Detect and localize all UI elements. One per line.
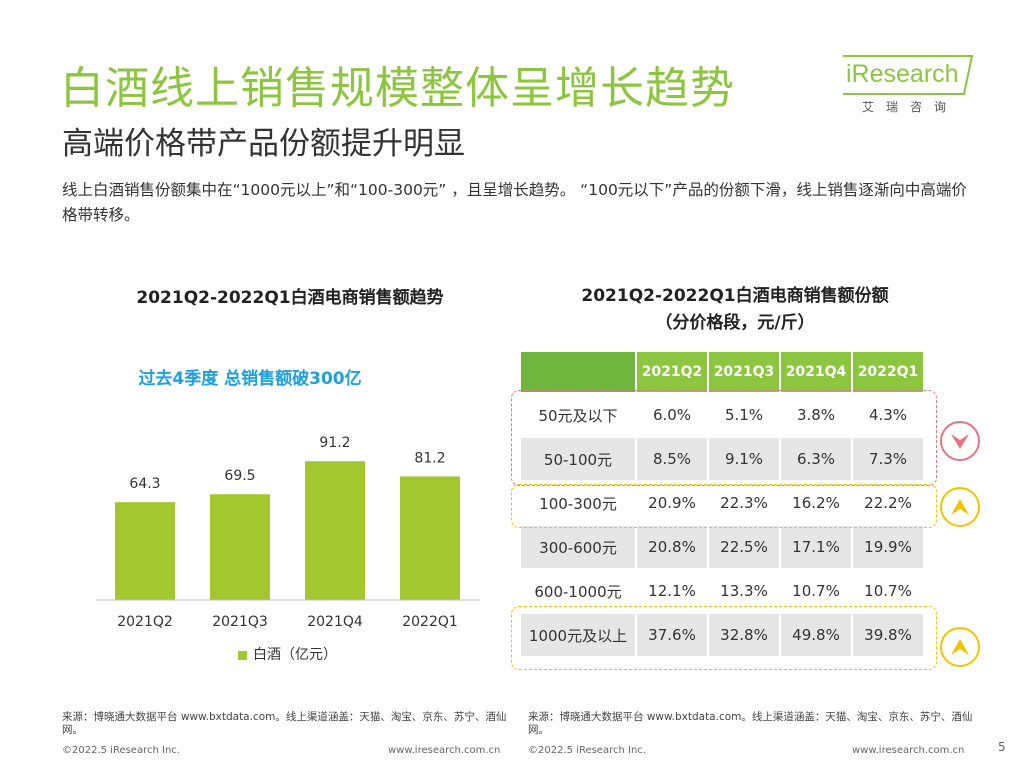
bar-2021Q4 xyxy=(305,461,365,600)
table-cell: 39.8% xyxy=(853,614,923,656)
table-cell: 22.2% xyxy=(853,482,923,524)
col-header: 2021Q2 xyxy=(637,352,707,392)
logo-subtext: 艾瑞咨询 xyxy=(862,100,959,114)
table-cell: 20.9% xyxy=(637,482,707,524)
legend-swatch xyxy=(238,650,247,660)
share-table-title-line2: （分价格段，元/斤） xyxy=(655,313,815,333)
share-table-title-line1: 2021Q2-2022Q1白酒电商销售额份额 xyxy=(581,286,889,306)
bar-chart: 64.3 2021Q2 69.5 2021Q3 91.2 2021Q4 81.2 2022Q1 xyxy=(96,435,480,630)
table-cell: 49.8% xyxy=(781,614,851,656)
source-note-right: 来源：博晓通大数据平台 www.bxtdata.com。线上渠道涵盖：天猫、淘宝… xyxy=(528,711,973,736)
table-row: 600-1000元 12.1% 13.3% 10.7% 10.7% xyxy=(521,570,923,612)
table-cell: 9.1% xyxy=(709,438,779,480)
col-header: 2021Q4 xyxy=(781,352,851,392)
table-cell: 6.3% xyxy=(781,438,851,480)
table-row: 50元及以下 6.0% 5.1% 3.8% 4.3% xyxy=(521,394,923,436)
trend-up-icon xyxy=(940,627,980,667)
logo-text: iResearch xyxy=(846,60,959,88)
row-category: 100-300元 xyxy=(521,482,635,524)
website-link-left[interactable]: www.iresearch.com.cn xyxy=(388,745,501,756)
copyright-right: ©2022.5 iResearch Inc. xyxy=(528,745,646,756)
col-header: 2021Q3 xyxy=(709,352,779,392)
row-category: 50-100元 xyxy=(521,438,635,480)
copyright-left: ©2022.5 iResearch Inc. xyxy=(62,745,180,756)
table-cell: 22.5% xyxy=(709,526,779,568)
bar-value-label: 69.5 xyxy=(224,468,255,484)
table-cell: 8.5% xyxy=(637,438,707,480)
row-category: 600-1000元 xyxy=(521,570,635,612)
bar-value-label: 64.3 xyxy=(129,476,160,492)
x-tick-label: 2021Q4 xyxy=(307,614,363,630)
table-cell: 22.3% xyxy=(709,482,779,524)
table-cell: 3.8% xyxy=(781,394,851,436)
table-row: 50-100元 8.5% 9.1% 6.3% 7.3% xyxy=(521,438,923,480)
table-cell: 10.7% xyxy=(781,570,851,612)
growth-highlight-box xyxy=(511,484,937,528)
row-category: 1000元及以上 xyxy=(521,614,635,656)
trend-down-icon xyxy=(940,421,980,461)
page-subtitle: 高端价格带产品份额提升明显 xyxy=(62,126,465,162)
bar-2021Q3 xyxy=(210,494,270,600)
table-cell: 5.1% xyxy=(709,394,779,436)
row-category: 300-600元 xyxy=(521,526,635,568)
table-header-row: 2021Q2 2021Q3 2021Q4 2022Q1 xyxy=(521,352,923,392)
source-note-left: 来源：博晓通大数据平台 www.bxtdata.com。线上渠道涵盖：天猫、淘宝… xyxy=(62,711,507,736)
bar-2022Q1 xyxy=(400,476,460,600)
page-description: 线上白酒销售份额集中在“1000元以上”和“100-300元” ，且呈增长趋势。… xyxy=(62,181,967,224)
x-tick-label: 2021Q3 xyxy=(212,614,268,630)
table-cell: 20.8% xyxy=(637,526,707,568)
table-row: 100-300元 20.9% 22.3% 16.2% 22.2% xyxy=(521,482,923,524)
table-cell: 19.9% xyxy=(853,526,923,568)
website-link-right[interactable]: www.iresearch.com.cn xyxy=(852,745,965,756)
table-cell: 10.7% xyxy=(853,570,923,612)
bar-2021Q2 xyxy=(115,502,175,600)
share-table-title: 2021Q2-2022Q1白酒电商销售额份额 （分价格段，元/斤） xyxy=(520,283,950,337)
table-cell: 7.3% xyxy=(853,438,923,480)
trend-up-icon xyxy=(940,487,980,527)
table-cell: 16.2% xyxy=(781,482,851,524)
table-cell: 32.8% xyxy=(709,614,779,656)
chart-legend: 白酒（亿元） xyxy=(238,644,337,664)
bar-value-label: 81.2 xyxy=(414,450,445,466)
table-cell: 12.1% xyxy=(637,570,707,612)
share-table: 2021Q2 2021Q3 2021Q4 2022Q1 50元及以下 6.0% … xyxy=(519,350,925,658)
x-tick-label: 2022Q1 xyxy=(402,614,458,630)
page-number: 5 xyxy=(998,740,1006,754)
row-category: 50元及以下 xyxy=(521,394,635,436)
bar-value-label: 91.2 xyxy=(319,435,350,451)
table-cell: 17.1% xyxy=(781,526,851,568)
col-header: 2022Q1 xyxy=(853,352,923,392)
growth-highlight-box xyxy=(511,606,937,670)
table-row: 300-600元 20.8% 22.5% 17.1% 19.9% xyxy=(521,526,923,568)
iresearch-logo: iResearch 艾瑞咨询 xyxy=(840,52,980,122)
table-cell: 13.3% xyxy=(709,570,779,612)
page-title: 白酒线上销售规模整体呈增长趋势 xyxy=(60,63,735,114)
legend-label: 白酒（亿元） xyxy=(253,647,337,663)
table-cell: 6.0% xyxy=(637,394,707,436)
x-tick-label: 2021Q2 xyxy=(117,614,173,630)
logo-frame-icon xyxy=(843,55,974,95)
bar-chart-callout: 过去4季度 总销售额破300亿 xyxy=(138,369,362,389)
table-cell: 37.6% xyxy=(637,614,707,656)
bar-chart-title: 2021Q2-2022Q1白酒电商销售额趋势 xyxy=(136,288,444,308)
table-row: 1000元及以上 37.6% 32.8% 49.8% 39.8% xyxy=(521,614,923,656)
table-cell: 4.3% xyxy=(853,394,923,436)
table-corner-cell xyxy=(521,352,635,392)
decline-highlight-box xyxy=(511,390,937,486)
